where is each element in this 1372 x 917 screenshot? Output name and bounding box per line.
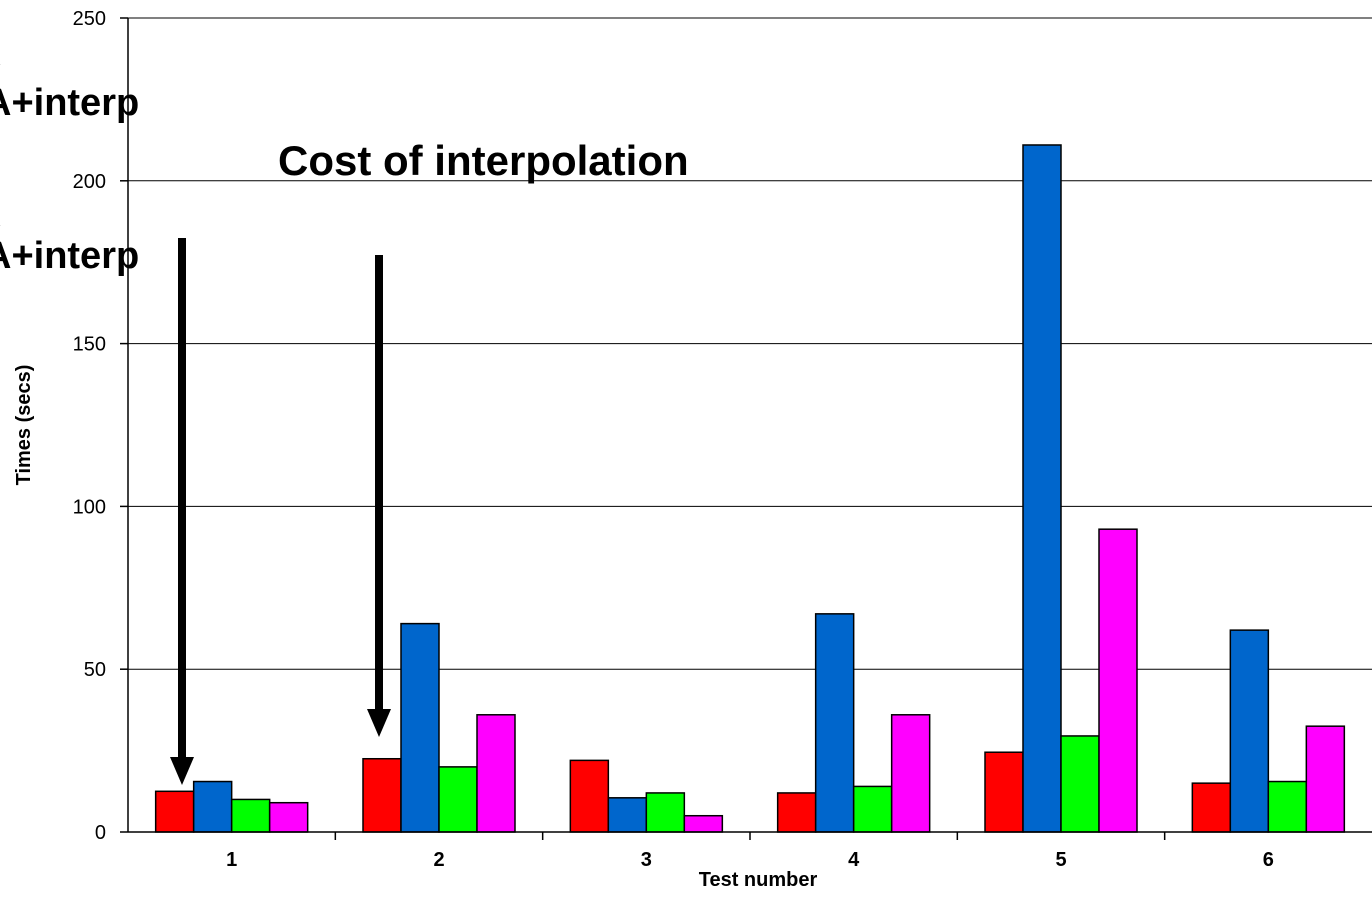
arrow-1 — [170, 238, 194, 785]
y-tick-label: 0 — [95, 822, 106, 844]
x-tick-label: 2 — [433, 849, 444, 871]
y-axis-label: Times (secs) — [13, 365, 35, 486]
x-tick-label: 6 — [1263, 849, 1274, 871]
bars — [154, 144, 1346, 833]
legend-fragment-3: \ — [0, 192, 1, 234]
bar-series-1-test-4 — [776, 792, 817, 833]
y-tick-label: 200 — [73, 171, 106, 193]
y-tick-label: 50 — [84, 659, 106, 681]
x-tick-label: 4 — [848, 849, 860, 871]
bar-series-3-test-2 — [438, 766, 478, 833]
y-tick-labels: 0 50 100 150 200 250 — [73, 8, 128, 844]
legend-fragment-4: A+interp — [0, 235, 139, 277]
x-tick-label: 5 — [1055, 849, 1066, 871]
bar-series-4-test-2 — [476, 714, 516, 833]
bar-series-3-test-6 — [1267, 780, 1308, 833]
bar-series-1-test-3 — [569, 759, 610, 833]
legend-fragment-2: A+interp — [0, 82, 139, 124]
y-tick-label: 100 — [73, 496, 106, 518]
bar-series-2-test-1 — [192, 780, 233, 833]
x-tick-labels: 1 2 3 4 5 6 — [226, 832, 1274, 871]
x-axis-label: Test number — [699, 869, 818, 891]
y-tick-label: 150 — [73, 334, 106, 356]
y-tick-label: 250 — [73, 8, 106, 30]
bar-series-4-test-4 — [890, 714, 931, 833]
bar-series-2-test-6 — [1229, 629, 1270, 833]
bar-series-3-test-4 — [852, 785, 893, 833]
bar-series-3-test-1 — [230, 798, 271, 833]
bar-series-2-test-3 — [607, 797, 648, 833]
bar-series-1-test-5 — [984, 751, 1024, 833]
bar-series-2-test-4 — [814, 613, 855, 833]
bar-series-4-test-6 — [1305, 725, 1346, 833]
bar-series-3-test-3 — [645, 792, 686, 833]
legend-fragment-1: \ — [0, 31, 1, 73]
bar-series-4-test-5 — [1098, 528, 1138, 833]
arrow-2 — [367, 255, 391, 737]
bar-series-4-test-3 — [683, 814, 724, 833]
bar-series-2-test-5 — [1022, 144, 1062, 833]
gridlines — [128, 17, 1372, 670]
bar-series-1-test-6 — [1191, 782, 1232, 833]
bar-series-1-test-2 — [362, 757, 402, 833]
bar-series-4-test-1 — [268, 801, 309, 833]
x-tick-label: 3 — [641, 849, 652, 871]
bar-series-1-test-1 — [154, 790, 195, 833]
bar-series-2-test-2 — [400, 622, 440, 833]
chart-title: Cost of interpolation — [278, 137, 689, 184]
bar-series-3-test-5 — [1060, 735, 1100, 833]
x-tick-label: 1 — [226, 849, 237, 871]
